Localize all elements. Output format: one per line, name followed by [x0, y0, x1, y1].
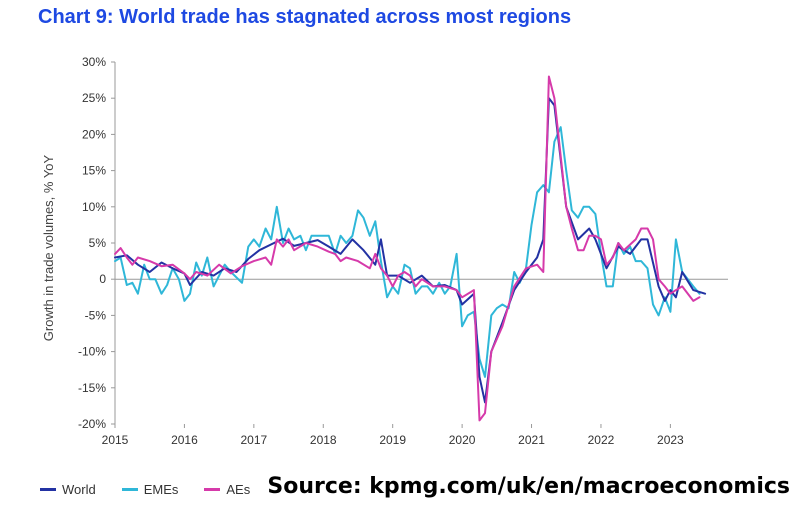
legend: World EMEs AEs — [40, 480, 276, 498]
legend-label-emes: EMEs — [143, 481, 179, 497]
series-layer — [114, 75, 707, 422]
y-tick-label: 5% — [89, 236, 107, 250]
y-tick-label: -15% — [78, 381, 106, 395]
x-tick-label: 2015 — [102, 433, 129, 447]
legend-label-world: World — [62, 481, 96, 497]
y-tick-label: 0 — [99, 272, 106, 286]
y-tick-label: 10% — [82, 200, 106, 214]
source-text: Source: kpmg.com/uk/en/macroeconomics — [267, 474, 790, 499]
y-axis-title: Growth in trade volumes, % YoY — [41, 154, 56, 341]
series-line-emes — [114, 126, 701, 378]
x-tick-label: 2019 — [379, 433, 406, 447]
y-tick-label: -5% — [85, 308, 107, 322]
x-tick-label: 2017 — [240, 433, 267, 447]
y-tick-label: 20% — [82, 127, 106, 141]
x-tick-label: 2021 — [518, 433, 545, 447]
x-tick-label: 2018 — [310, 433, 337, 447]
y-tick-label: 25% — [82, 91, 106, 105]
legend-swatch-emes — [121, 487, 138, 491]
legend-item-aes: AEs — [204, 482, 250, 497]
legend-swatch-world — [40, 487, 56, 491]
x-tick-label: 2022 — [588, 433, 615, 447]
y-tick-label: 15% — [82, 164, 106, 178]
x-tick-label: 2020 — [449, 433, 476, 447]
legend-swatch-aes — [204, 487, 221, 491]
x-tick-label: 2016 — [171, 433, 198, 447]
legend-item-world: World — [40, 482, 96, 497]
x-tick-label: 2023 — [657, 433, 684, 447]
legend-item-emes: EMEs — [121, 481, 179, 497]
legend-label-aes: AEs — [226, 481, 251, 497]
axis-layer: 30% 25% 20% 15% 10% 5% 0 -5% -10% -15% -20% 2015 201… — [41, 55, 728, 447]
y-tick-label: -10% — [78, 345, 106, 359]
chart-title: Chart 9: World trade has stagnated acros… — [38, 6, 572, 28]
series-line-aes — [114, 75, 701, 422]
y-tick-label: -20% — [78, 417, 106, 431]
y-tick-label: 30% — [82, 55, 106, 69]
